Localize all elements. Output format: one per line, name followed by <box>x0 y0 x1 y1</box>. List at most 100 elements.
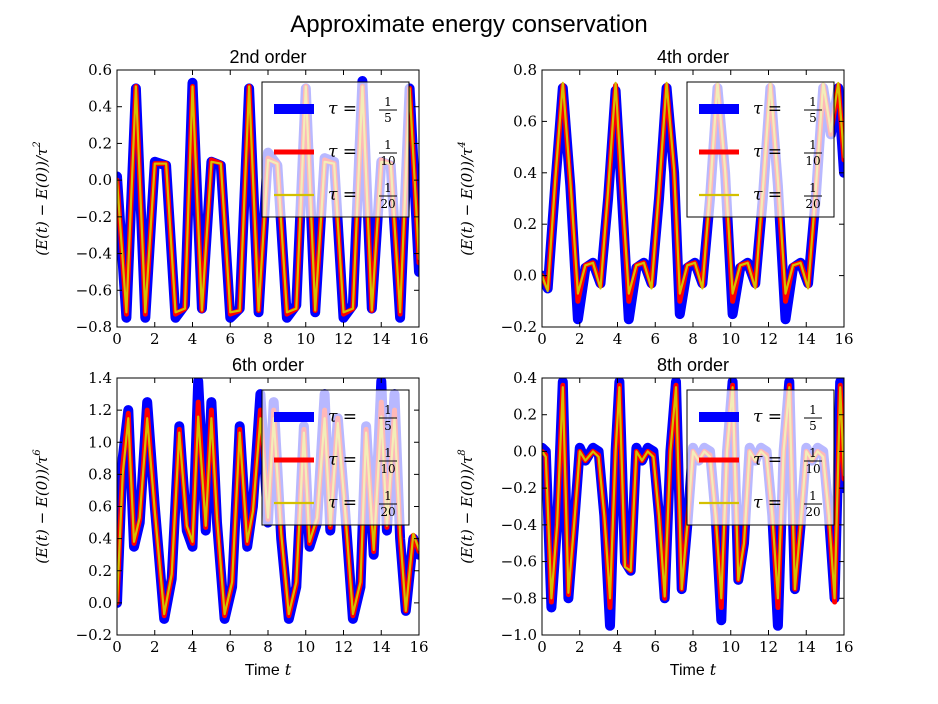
y-tick-label: −0.8 <box>501 589 537 607</box>
y-tick-label: 0.2 <box>88 562 112 580</box>
subplot-title: 6th order <box>232 355 304 375</box>
x-tick-label: 16 <box>834 330 853 348</box>
legend-symbol: τ = <box>753 142 782 162</box>
x-axis-label-var: t <box>710 660 717 679</box>
x-tick-label: 14 <box>797 638 816 656</box>
x-tick-label: 10 <box>721 638 740 656</box>
legend-fraction-denominator: 20 <box>805 197 820 211</box>
x-tick-label: 2 <box>575 638 585 656</box>
legend-fraction-denominator: 10 <box>380 154 395 168</box>
y-tick-label: 0.4 <box>88 98 112 116</box>
legend-symbol: τ = <box>753 450 782 470</box>
y-tick-label: −1.0 <box>501 626 537 644</box>
y-tick-label: −0.2 <box>501 318 537 336</box>
y-tick-label: 1.2 <box>88 401 112 419</box>
x-tick-label: 2 <box>575 330 585 348</box>
y-tick-label: −0.2 <box>501 479 537 497</box>
legend-fraction-numerator: 1 <box>384 138 392 152</box>
legend-entry-1: τ = 1 5 <box>699 403 822 433</box>
x-axis-label-word: Time <box>670 662 705 679</box>
legend: τ = 1 5 τ = 1 10 τ = 1 20 <box>261 81 410 218</box>
legend-entry-2: τ = 1 10 <box>274 138 397 168</box>
legend-symbol: τ = <box>753 99 782 119</box>
subplot-title: 2nd order <box>229 47 306 67</box>
legend-fraction-denominator: 5 <box>384 419 392 433</box>
x-tick-label: 16 <box>834 638 853 656</box>
y-tick-label: 0.4 <box>513 369 537 387</box>
x-tick-label: 0 <box>537 638 547 656</box>
x-axis-label: Time t <box>245 660 292 679</box>
y-tick-label: 1.4 <box>88 369 112 387</box>
x-tick-label: 4 <box>188 330 198 348</box>
x-tick-label: 0 <box>112 330 122 348</box>
legend-fraction-numerator: 1 <box>384 181 392 195</box>
y-tick-label: 0.6 <box>88 498 112 516</box>
x-tick-label: 12 <box>759 638 778 656</box>
y-tick-label: 0.0 <box>513 267 537 285</box>
legend-fraction-numerator: 1 <box>384 446 392 460</box>
legend-fraction-numerator: 1 <box>384 489 392 503</box>
x-tick-label: 12 <box>759 330 778 348</box>
legend-entry-1: τ = 1 5 <box>274 95 397 125</box>
legend-fraction-numerator: 1 <box>384 403 392 417</box>
legend-fraction-denominator: 5 <box>809 419 817 433</box>
legend: τ = 1 5 τ = 1 10 τ = 1 20 <box>686 81 835 218</box>
legend-fraction-denominator: 20 <box>380 505 395 519</box>
y-tick-label: 0.4 <box>88 530 112 548</box>
y-tick-label: −0.2 <box>76 626 112 644</box>
legend-symbol: τ = <box>753 185 782 205</box>
x-tick-label: 4 <box>613 330 623 348</box>
x-tick-label: 0 <box>112 638 122 656</box>
x-tick-label: 16 <box>409 330 428 348</box>
y-tick-label: 0.2 <box>513 406 537 424</box>
legend-symbol: τ = <box>753 407 782 427</box>
series-group <box>542 81 844 325</box>
legend-fraction-numerator: 1 <box>809 138 817 152</box>
legend-fraction-denominator: 20 <box>805 505 820 519</box>
y-tick-label: 0.6 <box>88 61 112 79</box>
x-tick-label: 8 <box>263 638 273 656</box>
legend-entry-1: τ = 1 5 <box>274 403 397 433</box>
y-axis-label: (E(t) − E(0))/τ4 <box>457 141 476 255</box>
legend-symbol: τ = <box>328 185 357 205</box>
legend-fraction-numerator: 1 <box>809 446 817 460</box>
subplot-4: 8th order 0 2 4 6 8 10 12 14 16 −1.0 −0.8 −0.6 −0.4 −0… <box>457 355 854 679</box>
legend-symbol: τ = <box>328 450 357 470</box>
legend-symbol: τ = <box>328 407 357 427</box>
legend-entry-2: τ = 1 10 <box>699 138 822 168</box>
y-axis-label-exponent: 4 <box>457 141 468 148</box>
x-tick-label: 2 <box>150 638 160 656</box>
y-axis-label: (E(t) − E(0))/τ2 <box>32 141 51 255</box>
legend-fraction-numerator: 1 <box>384 95 392 109</box>
figure-title: Approximate energy conservation <box>290 11 648 38</box>
x-tick-label: 14 <box>372 330 391 348</box>
legend-fraction-denominator: 20 <box>380 197 395 211</box>
y-tick-label: −0.8 <box>76 318 112 336</box>
x-tick-label: 14 <box>797 330 816 348</box>
y-tick-label: 0.6 <box>513 112 537 130</box>
y-axis-label-text: (E(t) − E(0))/τ <box>458 147 476 256</box>
x-tick-label: 6 <box>650 330 660 348</box>
legend-fraction-denominator: 10 <box>805 154 820 168</box>
y-tick-label: 0.8 <box>88 465 112 483</box>
y-tick-label: 0.2 <box>88 134 112 152</box>
y-tick-label: 0.8 <box>513 61 537 79</box>
y-tick-label: 0.0 <box>88 594 112 612</box>
x-tick-label: 10 <box>296 638 315 656</box>
x-tick-label: 10 <box>296 330 315 348</box>
y-tick-label: −0.2 <box>76 208 112 226</box>
legend-entry-2: τ = 1 10 <box>699 446 822 476</box>
x-tick-label: 12 <box>334 638 353 656</box>
x-tick-label: 0 <box>537 330 547 348</box>
x-axis-label-var: t <box>285 660 292 679</box>
x-tick-label: 6 <box>225 330 235 348</box>
series-line-3 <box>542 81 844 295</box>
x-axis-label: Time t <box>670 660 717 679</box>
x-axis-label-word: Time <box>245 662 280 679</box>
y-axis-label-exponent: 8 <box>457 449 468 455</box>
